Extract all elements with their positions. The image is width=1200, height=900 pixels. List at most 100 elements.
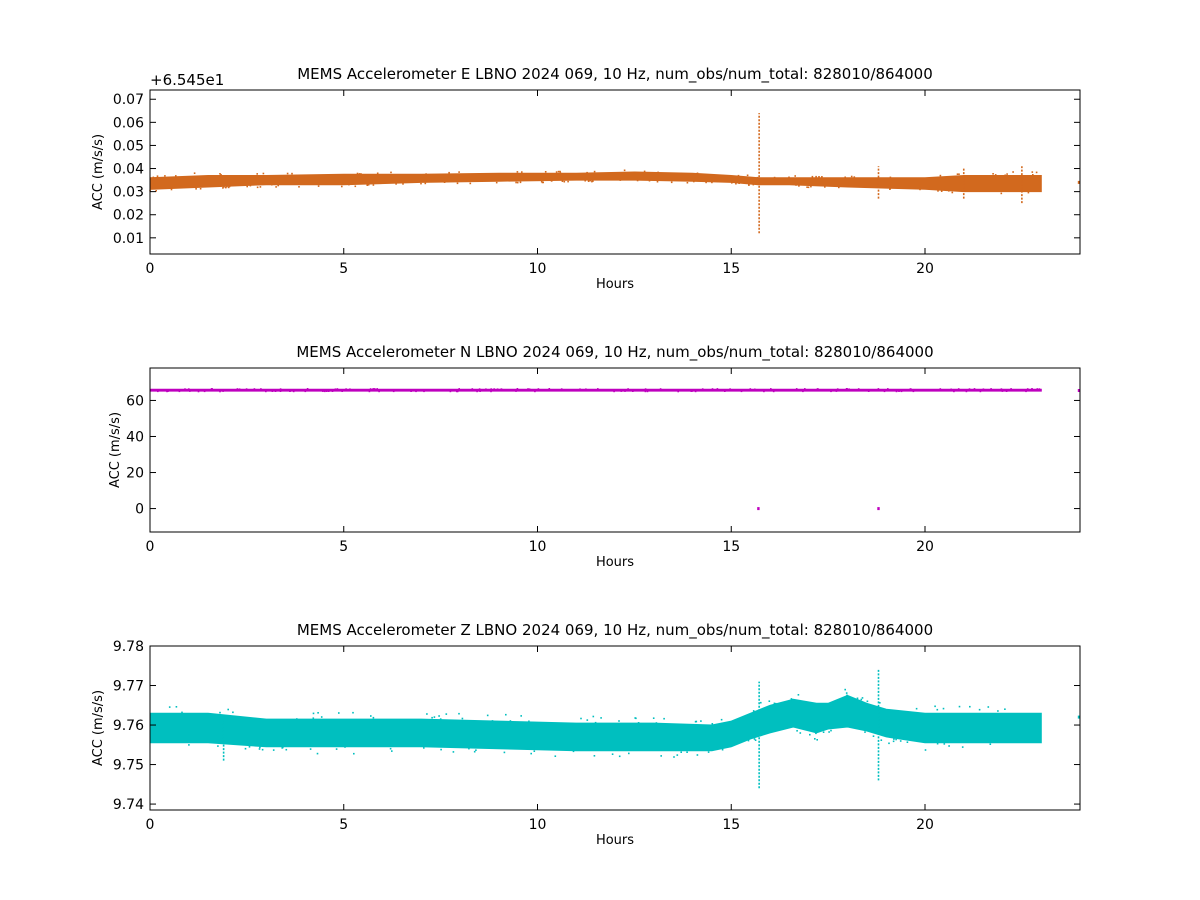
vertical-xtick-label: 0 xyxy=(146,817,155,833)
east-outlier-point xyxy=(619,179,622,181)
north-point-0 xyxy=(757,507,760,511)
east-outlier-point xyxy=(516,171,519,173)
north-outlier-point xyxy=(548,388,551,390)
vertical-outlier-point xyxy=(473,750,476,753)
vertical-outlier-point xyxy=(439,718,442,720)
north-outlier-point xyxy=(271,390,274,392)
north-outlier-points xyxy=(157,388,1041,393)
vertical-outlier-point xyxy=(475,749,477,751)
vertical-outlier-point xyxy=(828,731,830,733)
vertical-outlier-point xyxy=(486,714,489,717)
north-outlier-point xyxy=(327,390,330,392)
east-outlier-point xyxy=(358,173,361,175)
vertical-outlier-point xyxy=(458,712,460,715)
east-outlier-point xyxy=(956,173,959,175)
north-outlier-point xyxy=(458,388,460,390)
north-outlier-point xyxy=(178,390,181,393)
east-outlier-point xyxy=(220,174,222,176)
north-outlier-point xyxy=(795,388,798,390)
north-outlier-point xyxy=(965,390,968,393)
north-outlier-point xyxy=(189,390,191,392)
east-outlier-point xyxy=(587,180,590,182)
east-outlier-point xyxy=(794,175,796,177)
east-outlier-point xyxy=(798,185,800,187)
east-outlier-point xyxy=(1012,171,1014,173)
east-outlier-point xyxy=(815,175,817,178)
east-outlier-point xyxy=(222,187,224,189)
east-outlier-point xyxy=(994,174,997,176)
east-outlier-point xyxy=(756,176,759,179)
east-outlier-point xyxy=(448,171,450,174)
vertical-outlier-point xyxy=(285,748,288,751)
east-outlier-point xyxy=(372,184,375,186)
north-point-2 xyxy=(1077,389,1081,392)
east-outlier-point xyxy=(838,186,840,189)
north-outlier-point xyxy=(644,390,647,393)
north-outlier-point xyxy=(836,388,839,390)
north-outlier-point xyxy=(982,388,985,390)
vertical-outlier-point xyxy=(335,748,338,750)
north-outlier-point xyxy=(560,388,563,390)
east-outlier-point xyxy=(402,183,404,185)
vertical-outlier-point xyxy=(426,713,428,715)
east-outlier-point xyxy=(824,186,826,188)
subplot-north: 0 5 10 15 20 0 20 40 60 MEMS Accelerometer N LBNO… xyxy=(108,343,1081,570)
east-outlier-point xyxy=(686,181,689,184)
vertical-outlier-point xyxy=(618,755,621,758)
east-ytick-label: 0.03 xyxy=(113,185,144,201)
east-outlier-point xyxy=(456,182,459,185)
north-outlier-point xyxy=(238,388,241,390)
vertical-outlier-point xyxy=(893,738,895,740)
north-outlier-point xyxy=(1005,390,1008,392)
east-outlier-point xyxy=(992,173,994,175)
vertical-outlier-point xyxy=(899,740,902,742)
north-outlier-point xyxy=(341,390,343,392)
east-outlier-point xyxy=(738,182,740,184)
north-outlier-point xyxy=(802,390,804,393)
north-outlier-point xyxy=(711,388,714,390)
east-outlier-point xyxy=(735,182,737,185)
vertical-outlier-point xyxy=(942,707,945,710)
east-axes-frame xyxy=(149,89,1081,255)
vertical-outlier-point xyxy=(721,748,724,751)
vertical-outlier-point xyxy=(752,710,755,712)
north-outlier-point xyxy=(378,390,380,393)
north-outlier-point xyxy=(887,388,889,390)
north-outlier-point xyxy=(528,388,531,390)
east-outlier-point xyxy=(550,180,553,182)
east-outlier-point xyxy=(648,179,651,182)
north-outlier-point xyxy=(729,388,731,390)
vertical-outlier-point xyxy=(461,717,464,720)
vertical-outlier-point xyxy=(452,751,455,753)
east-outlier-point xyxy=(443,181,446,183)
north-outlier-point xyxy=(912,390,915,393)
north-outlier-point xyxy=(322,390,324,392)
east-outlier-point xyxy=(939,174,942,177)
east-ytick-label: 0.07 xyxy=(113,92,144,108)
north-outlier-point xyxy=(694,390,697,393)
north-outlier-point xyxy=(910,388,912,391)
vertical-outlier-point xyxy=(593,755,596,757)
vertical-outlier-point xyxy=(438,715,440,717)
east-outlier-point xyxy=(249,184,252,187)
east-outlier-point xyxy=(656,180,659,183)
north-outlier-point xyxy=(490,390,492,393)
east-outlier-point xyxy=(193,172,196,174)
vertical-ytick-label: 9.77 xyxy=(113,679,144,695)
vertical-outlier-point xyxy=(554,755,557,757)
vertical-outlier-point xyxy=(505,713,507,716)
north-ytick-label: 40 xyxy=(126,429,144,445)
vertical-outlier-point xyxy=(872,735,875,737)
vertical-outlier-point xyxy=(906,741,909,743)
north-outlier-point xyxy=(260,388,262,390)
north-outlier-point xyxy=(188,388,190,390)
east-outlier-point xyxy=(557,170,560,173)
vertical-outlier-point xyxy=(866,700,869,703)
east-outlier-point xyxy=(940,190,943,192)
east-outlier-point xyxy=(795,184,797,186)
north-xtick-label: 5 xyxy=(339,539,348,555)
east-outlier-point xyxy=(711,181,713,184)
east-outlier-point xyxy=(696,172,699,175)
vertical-xtick-label: 15 xyxy=(722,817,740,833)
east-outlier-point xyxy=(853,176,856,178)
